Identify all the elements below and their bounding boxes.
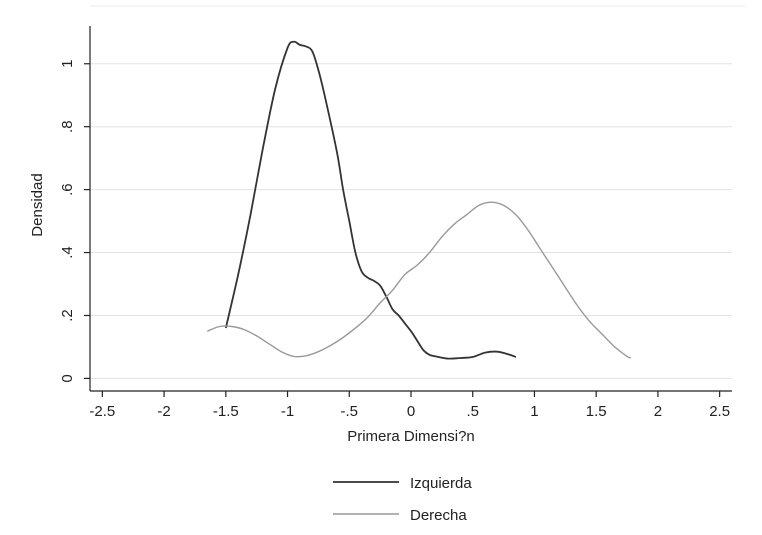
x-tick-label: -1.5 xyxy=(213,403,239,420)
x-tick-label: -1 xyxy=(281,403,294,420)
legend-label-derecha: Derecha xyxy=(410,507,467,524)
y-tick-label: .4 xyxy=(59,246,76,259)
legend-label-izquierda: Izquierda xyxy=(410,475,472,492)
x-tick-label: 2 xyxy=(654,403,662,420)
legend: Izquierda Derecha xyxy=(333,475,472,524)
series-line-izquierda xyxy=(224,40,517,360)
gridlines xyxy=(90,5,745,379)
y-tick-label: 0 xyxy=(59,374,76,382)
y-tick-label: .6 xyxy=(59,183,76,196)
x-tick-label: .5 xyxy=(466,403,479,420)
series-line-derecha xyxy=(207,201,632,359)
x-tick-label: 1.5 xyxy=(586,403,607,420)
y-axis-title: Densidad xyxy=(29,173,46,236)
x-tick-label: -2.5 xyxy=(89,403,115,420)
y-tick-label: 1 xyxy=(59,60,76,68)
y-tick-label: .8 xyxy=(59,120,76,133)
x-tick-label: 2.5 xyxy=(709,403,730,420)
series-lines xyxy=(207,40,632,360)
x-tick-label: 1 xyxy=(530,403,538,420)
axes: 0 .2 .4 .6 .8 1 -2.5 -2 -1.5 -1 -.5 0 .5 1 1.5 2 2.5 xyxy=(59,26,732,420)
x-tick-label: 0 xyxy=(407,403,415,420)
x-tick-label: -2 xyxy=(157,403,170,420)
x-tick-label: -.5 xyxy=(341,403,359,420)
y-tick-label: .2 xyxy=(59,309,76,322)
x-axis-title: Primera Dimensi?n xyxy=(347,428,475,445)
